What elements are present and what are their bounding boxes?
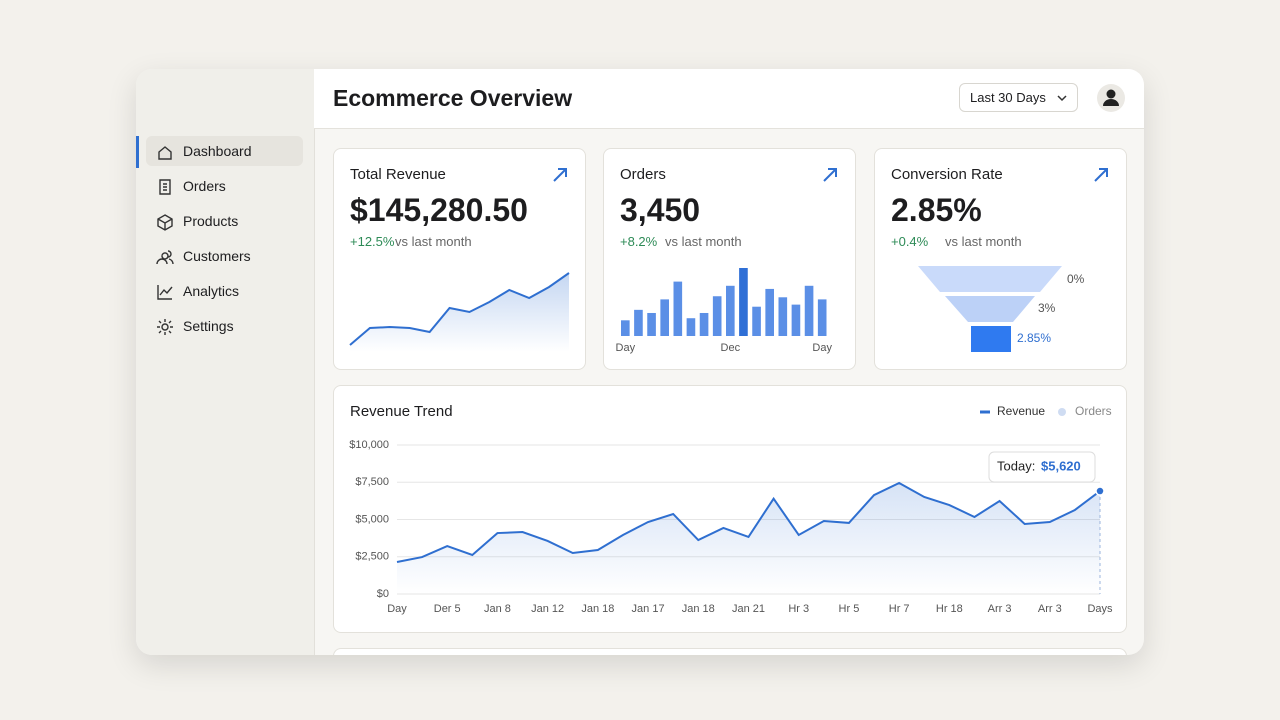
nav-item[interactable]: Dashboard bbox=[146, 136, 303, 166]
tooltip-value: $5,620 bbox=[1041, 458, 1081, 473]
x-tick-label: Arr 3 bbox=[988, 603, 1012, 615]
x-tick-label: Day bbox=[387, 603, 407, 615]
bar bbox=[804, 285, 814, 336]
nav-icon bbox=[158, 146, 172, 160]
bar bbox=[726, 285, 735, 336]
x-tick-label: Day bbox=[616, 342, 636, 354]
line-area bbox=[397, 482, 1100, 594]
legend-label: Revenue bbox=[997, 404, 1045, 418]
y-tick-label: $5,000 bbox=[355, 513, 389, 525]
bar bbox=[752, 306, 761, 336]
kpi-change: +8.2% bbox=[620, 234, 658, 249]
funnel-label: 3% bbox=[1038, 301, 1056, 315]
tooltip-label: Today: bbox=[997, 458, 1035, 473]
trend-arrow bbox=[1094, 168, 1108, 182]
x-tick-label: Der 5 bbox=[434, 603, 461, 615]
kpi-note: vs last month bbox=[665, 234, 742, 249]
x-tick-label: Days bbox=[1087, 603, 1113, 615]
date-range-select[interactable]: Last 30 Days bbox=[959, 83, 1078, 112]
header: Ecommerce Overview Last 30 Days bbox=[314, 69, 1144, 129]
x-tick-label: Arr 3 bbox=[1038, 603, 1062, 615]
legend-swatch bbox=[1058, 408, 1066, 416]
chevron bbox=[1057, 95, 1067, 102]
x-tick-label: Jan 17 bbox=[632, 603, 665, 615]
trend-arrow bbox=[823, 168, 837, 182]
kpi-note: vs last month bbox=[395, 234, 472, 249]
x-tick-label: Jan 21 bbox=[732, 603, 765, 615]
funnel-stage bbox=[945, 296, 1035, 322]
x-tick-label: Hr 7 bbox=[889, 603, 910, 615]
chart-title: Revenue Trend bbox=[350, 403, 453, 420]
nav-item[interactable]: Analytics bbox=[183, 283, 240, 299]
bar bbox=[660, 299, 669, 336]
avatar[interactable] bbox=[1096, 83, 1126, 113]
nav-item[interactable]: Settings bbox=[183, 318, 234, 334]
y-tick-label: $2,500 bbox=[355, 551, 389, 563]
line bbox=[396, 481, 1101, 563]
kpi-value: $145,280.50 bbox=[350, 192, 528, 228]
sparkline-area bbox=[350, 273, 569, 352]
kpi-label: Conversion Rate bbox=[891, 166, 1003, 183]
trend-arrow bbox=[553, 168, 567, 182]
funnel: 0% 3% 2.85% bbox=[918, 266, 1085, 352]
bar bbox=[778, 297, 788, 336]
nav-item[interactable]: Products bbox=[183, 213, 239, 229]
x-tick-label: Jan 18 bbox=[581, 603, 614, 615]
nav-icon bbox=[157, 285, 173, 300]
bar bbox=[647, 312, 656, 336]
page-title: Ecommerce Overview bbox=[333, 85, 573, 111]
sidebar bbox=[136, 69, 315, 655]
funnel-stage bbox=[971, 326, 1011, 352]
bar bbox=[765, 288, 774, 336]
x-tick-label: Hr 18 bbox=[936, 603, 963, 615]
nav-icon bbox=[159, 179, 171, 195]
x-tick-label: Dec bbox=[721, 342, 741, 354]
nav-icon bbox=[157, 214, 173, 231]
kpi-change: +0.4% bbox=[891, 234, 929, 249]
nav-icon bbox=[157, 319, 173, 335]
legend-label: Orders bbox=[1075, 404, 1112, 418]
bar bbox=[791, 304, 801, 336]
y-tick-label: $0 bbox=[377, 588, 389, 600]
tooltip bbox=[988, 451, 1096, 483]
date-range-text: Last 30 Days bbox=[970, 90, 1046, 105]
y-tick-label: $10,000 bbox=[349, 439, 389, 451]
kpi-label: Orders bbox=[620, 166, 666, 183]
bar bbox=[621, 320, 630, 336]
x-tick-label: Jan 12 bbox=[531, 603, 564, 615]
bar bbox=[712, 296, 722, 336]
x-tick-label: Jan 8 bbox=[484, 603, 511, 615]
y-tick-label: $7,500 bbox=[355, 476, 389, 488]
nav-item[interactable]: Customers bbox=[183, 248, 251, 264]
funnel-stage bbox=[918, 266, 1062, 292]
bar bbox=[673, 281, 683, 336]
kpi-label: Total Revenue bbox=[350, 166, 446, 183]
bar bbox=[686, 318, 696, 336]
point bbox=[1095, 486, 1105, 496]
x-tick-label: Hr 5 bbox=[839, 603, 860, 615]
nav-icon bbox=[156, 250, 174, 265]
bar bbox=[699, 312, 709, 336]
x-tick-label: Day bbox=[812, 342, 832, 354]
active-indicator bbox=[136, 136, 139, 168]
x-tick-label: Hr 3 bbox=[788, 603, 809, 615]
sparkline bbox=[349, 272, 570, 346]
bar bbox=[739, 268, 748, 336]
kpi-change: +12.5% bbox=[350, 234, 395, 249]
funnel-label: 2.85% bbox=[1017, 331, 1051, 345]
funnel-label: 0% bbox=[1067, 272, 1085, 286]
kpi-note: vs last month bbox=[945, 234, 1022, 249]
bar bbox=[634, 309, 643, 336]
nav-item[interactable]: Orders bbox=[183, 178, 226, 194]
x-tick-label: Jan 18 bbox=[682, 603, 715, 615]
kpi-value: 2.85% bbox=[891, 192, 982, 228]
kpi-value: 3,450 bbox=[620, 192, 701, 228]
bar bbox=[817, 299, 827, 336]
